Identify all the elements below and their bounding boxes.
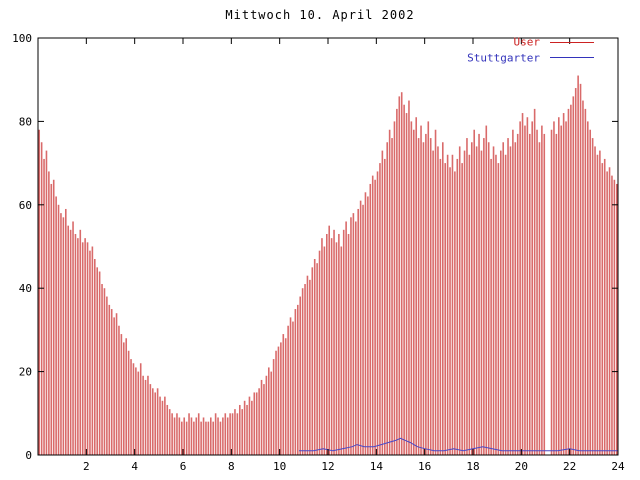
axis-ticks xyxy=(38,37,619,456)
y-tick-label: 0 xyxy=(25,449,32,462)
y-tick-label: 60 xyxy=(19,199,32,212)
x-tick-label: 4 xyxy=(131,460,138,473)
x-tick-label: 16 xyxy=(418,460,431,473)
x-tick-label: 2 xyxy=(83,460,90,473)
legend-user-line-swatch xyxy=(550,41,594,43)
x-tick-label: 20 xyxy=(515,460,528,473)
chart-legend: User Stuttgarter xyxy=(467,34,594,65)
legend-stuttgarter-line-swatch xyxy=(550,57,594,58)
legend-item-user: User xyxy=(467,34,594,50)
y-tick-label: 100 xyxy=(12,32,32,45)
x-tick-label: 14 xyxy=(370,460,384,473)
y-tick-label: 80 xyxy=(19,115,32,128)
y-tick-label: 20 xyxy=(19,366,32,379)
x-tick-label: 6 xyxy=(180,460,187,473)
bars-series-user xyxy=(38,75,618,456)
x-tick-label: 10 xyxy=(273,460,286,473)
plot-frame xyxy=(37,37,619,456)
x-tick-label: 22 xyxy=(563,460,576,473)
legend-user-label: User xyxy=(513,35,541,49)
x-tick-label: 8 xyxy=(228,460,235,473)
y-tick-label: 40 xyxy=(19,282,32,295)
line-series-stuttgarter xyxy=(299,437,618,452)
legend-item-stuttgarter: Stuttgarter xyxy=(467,50,594,66)
chart-title: Mittwoch 10. April 2002 xyxy=(225,8,415,22)
x-tick-label: 24 xyxy=(611,460,625,473)
x-tick-label: 18 xyxy=(466,460,479,473)
legend-stuttgarter-label: Stuttgarter xyxy=(467,51,540,64)
x-tick-label: 12 xyxy=(321,460,334,473)
